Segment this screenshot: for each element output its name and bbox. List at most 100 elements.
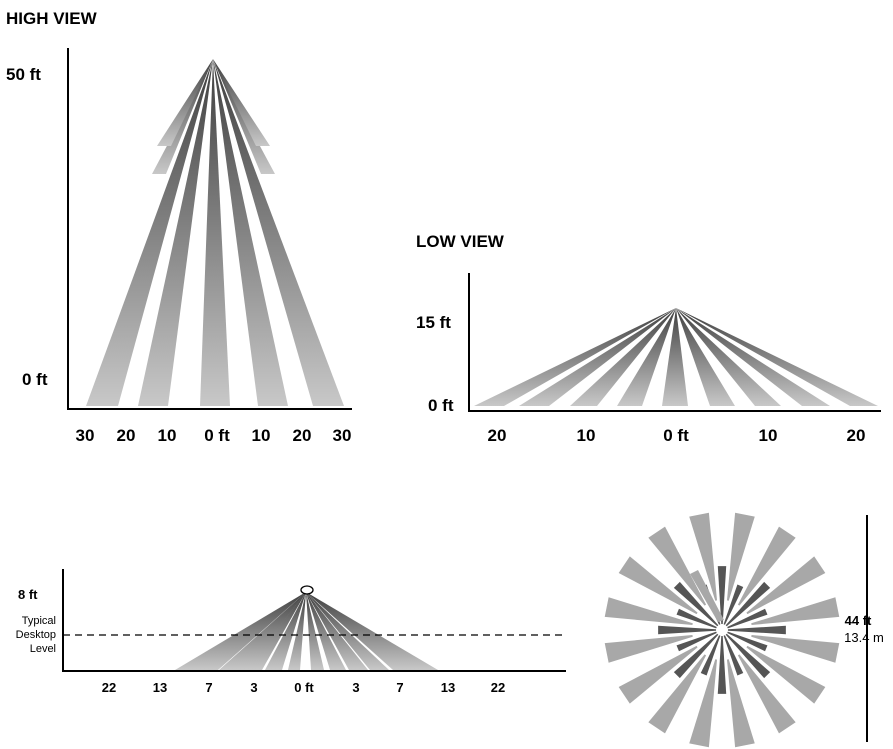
side-view-beams — [175, 592, 438, 670]
high-view-x-label: 10 — [252, 426, 271, 445]
low-view-title: LOW VIEW — [416, 232, 505, 251]
high-view-axes — [67, 48, 352, 410]
low-view-beam — [519, 308, 676, 406]
side-view-beam — [306, 592, 324, 670]
top-view-outer-spoke — [751, 597, 840, 626]
side-view-beam — [175, 592, 306, 670]
low-view-beam — [676, 308, 781, 406]
side-view-height-label: 8 ft — [18, 587, 38, 602]
side-view-x-label: 22 — [491, 680, 505, 695]
top-view-outer-spoke — [618, 556, 698, 615]
side-view-beam — [306, 592, 346, 670]
top-view-outer-spoke — [726, 512, 755, 601]
top-view-inner-spoke — [723, 584, 744, 625]
high-view-panel: HIGH VIEW 50 ft 0 ft 30 20 10 0 ft 10 20… — [6, 9, 352, 445]
top-view-panel: 44 ft 13.4 m — [604, 512, 884, 748]
side-view-beam — [288, 592, 306, 670]
top-view-outer-spoke — [689, 512, 718, 601]
side-view-beam — [306, 592, 438, 670]
side-view-x-label: 7 — [205, 680, 212, 695]
top-view-outer-spoke — [751, 634, 840, 663]
low-view-beams — [474, 308, 878, 406]
top-view-outer-spoke — [737, 654, 796, 734]
high-view-beam — [213, 59, 288, 406]
top-view-outer-spoke — [746, 556, 826, 615]
top-view-inner-spoke — [727, 625, 786, 635]
desktop-level-label: Desktop — [16, 629, 56, 641]
high-view-beam — [213, 59, 344, 406]
high-view-beam — [200, 59, 230, 406]
high-view-x-label: 20 — [117, 426, 136, 445]
top-view-size-metric: 13.4 m — [844, 630, 884, 645]
side-view-beam — [306, 592, 368, 670]
side-view-panel: 8 ft Typical Desktop Level 22 13 7 3 0 f… — [16, 569, 566, 695]
top-view-outer-spoke — [604, 634, 693, 663]
top-view-size-label: 44 ft — [845, 613, 872, 628]
top-view-outer-spoke — [689, 659, 718, 748]
high-view-x-label: 30 — [333, 426, 352, 445]
desktop-level-label: Typical — [22, 615, 56, 627]
low-view-x-label: 20 — [488, 426, 507, 445]
desktop-level-label: Level — [30, 643, 56, 655]
top-view-outer-spoke — [604, 597, 693, 626]
low-view-x-label: 20 — [847, 426, 866, 445]
top-view-inner-spoke — [700, 635, 721, 676]
high-view-title: HIGH VIEW — [6, 9, 98, 28]
top-view-inner-spoke — [727, 608, 768, 629]
high-view-beam — [86, 59, 213, 406]
high-view-beam — [138, 59, 213, 406]
top-view-inner-spoke — [717, 566, 727, 625]
side-view-beam — [306, 592, 389, 670]
top-view-inner-spoke — [676, 608, 717, 629]
low-view-x-label: 0 ft — [663, 426, 689, 445]
side-view-beam — [265, 592, 306, 670]
top-view-outer-spoke — [726, 659, 755, 748]
high-view-x-label: 20 — [293, 426, 312, 445]
top-view-outer-spoke — [618, 645, 698, 704]
top-view-inner-spoke — [673, 633, 719, 679]
low-view-panel: LOW VIEW 15 ft 0 ft 20 10 0 ft 10 20 — [416, 232, 881, 445]
side-view-axes — [62, 569, 566, 672]
side-view-beam — [245, 592, 306, 670]
top-view-outer-spoke — [690, 570, 724, 622]
high-view-y-label-bottom: 0 ft — [22, 370, 48, 389]
low-view-beam — [474, 308, 676, 406]
low-view-beam — [662, 308, 688, 406]
low-view-x-label: 10 — [759, 426, 778, 445]
low-view-x-label: 10 — [577, 426, 596, 445]
top-view-inner-spoke — [673, 581, 719, 627]
high-view-x-label: 10 — [158, 426, 177, 445]
top-view-inner-spoke — [725, 581, 771, 627]
side-view-x-label: 0 ft — [294, 680, 314, 695]
top-view-outer-spoke — [648, 526, 707, 606]
low-view-y-label-top: 15 ft — [416, 313, 451, 332]
top-view-outer-spoke — [648, 654, 707, 734]
top-view-inner-spoke — [676, 631, 717, 652]
low-view-beam — [676, 308, 878, 406]
low-view-beam — [617, 308, 676, 406]
high-view-beam — [213, 59, 270, 146]
top-view-inner-spoke — [658, 625, 717, 635]
top-view-outer-spoke — [737, 526, 796, 606]
side-view-x-label: 13 — [153, 680, 167, 695]
top-view-inner-spoke — [717, 635, 727, 694]
high-view-beams — [86, 59, 344, 406]
side-view-x-label: 3 — [250, 680, 257, 695]
low-view-y-label-bottom: 0 ft — [428, 396, 454, 415]
top-view-inner-spoke — [723, 635, 744, 676]
high-view-y-label-top: 50 ft — [6, 65, 41, 84]
side-view-x-label: 7 — [396, 680, 403, 695]
low-view-beam — [676, 308, 830, 406]
low-view-beam — [570, 308, 676, 406]
top-view-spokes — [604, 512, 840, 748]
low-view-beam — [676, 308, 735, 406]
top-view-inner-spoke — [725, 633, 771, 679]
sensor-icon — [300, 585, 314, 595]
side-view-x-label: 22 — [102, 680, 116, 695]
top-view-inner-spoke — [727, 631, 768, 652]
top-view-outer-spoke — [746, 645, 826, 704]
side-view-x-label: 3 — [352, 680, 359, 695]
high-view-x-label: 30 — [76, 426, 95, 445]
